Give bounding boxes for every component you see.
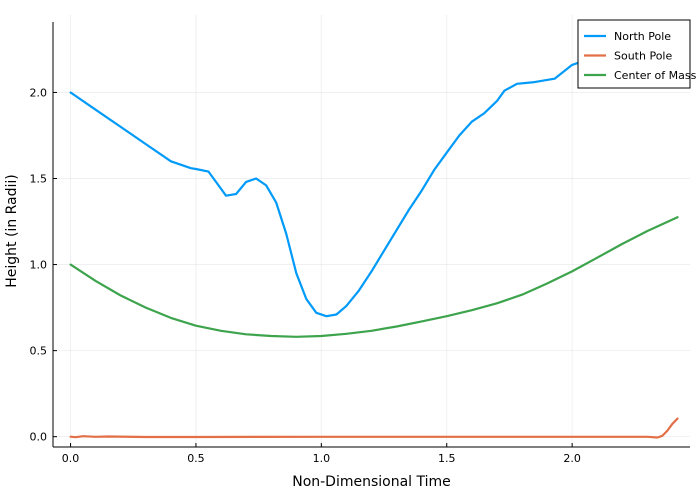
series-lines: [69, 60, 679, 439]
x-tick-label: 1.0: [313, 452, 331, 465]
y-tick-label: 1.0: [30, 259, 48, 272]
y-tick-label: 0.0: [30, 431, 48, 444]
x-tick-label: 0.5: [187, 452, 205, 465]
x-tick-label: 0.0: [62, 452, 80, 465]
x-tick-label: 1.5: [438, 452, 456, 465]
y-tick-label: 0.5: [30, 345, 48, 358]
legend-label-south-pole: South Pole: [614, 50, 672, 63]
legend-box: [577, 19, 691, 89]
y-tick-label: 2.0: [30, 86, 48, 99]
legend-label-north-pole: North Pole: [614, 30, 671, 43]
series-line-north-pole: [69, 60, 586, 318]
legend-label-center-of-mass: Center of Mass: [614, 69, 697, 82]
series-line-south-pole: [69, 417, 679, 439]
legend: North Pole South Pole Center of Mass: [577, 19, 697, 89]
tick-labels: 0.0 0.5 1.0 1.5 2.0 0.0 0.5 1.0 1.5 2.0: [30, 86, 581, 465]
y-tick-label: 1.5: [30, 173, 48, 186]
series-line-center-of-mass: [69, 216, 679, 338]
x-tick-label: 2.0: [563, 452, 581, 465]
x-axis-title: Non-Dimensional Time: [292, 474, 451, 490]
y-axis-title: Height (in Radii): [4, 174, 20, 288]
